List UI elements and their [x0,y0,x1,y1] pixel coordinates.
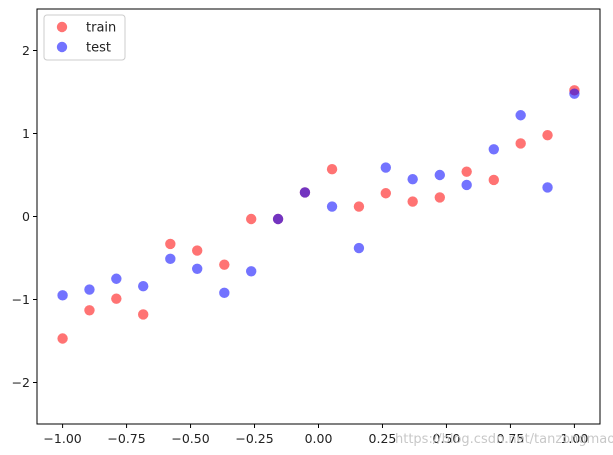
train-point [515,138,525,148]
train-point [461,166,471,176]
test-point [407,174,417,184]
test-point [165,254,175,264]
y-tick-label: 2 [22,43,30,58]
train-point [435,192,445,202]
y-axis: −2 −1 0 1 2 [12,43,37,390]
train-point [354,201,364,211]
test-point [138,281,148,291]
test-point [111,274,121,284]
x-tick-label: 0.25 [369,431,397,446]
test-point [489,144,499,154]
train-point [165,239,175,249]
train-point [327,164,337,174]
x-tick-label: −1.00 [43,431,81,446]
test-point [354,243,364,253]
test-point [461,180,471,190]
x-tick-label: 0.00 [305,431,333,446]
train-point [407,196,417,206]
legend-label-test: test [86,41,111,56]
train-point [246,214,256,224]
plot-frame [37,9,600,424]
train-point [57,333,67,343]
test-point [569,88,579,98]
legend-label-train: train [86,21,116,36]
x-tick-label: −0.75 [107,431,145,446]
test-point [273,214,283,224]
test-point [381,162,391,172]
train-point [219,259,229,269]
legend-marker-test [57,42,67,52]
test-point [327,201,337,211]
test-point [57,290,67,300]
test-point [84,284,94,294]
legend-marker-train [57,22,67,32]
y-tick-label: −2 [12,375,30,390]
train-point [111,293,121,303]
test-point [192,264,202,274]
x-tick-label: −0.50 [171,431,209,446]
train-point [542,130,552,140]
test-point [515,110,525,120]
train-point [489,175,499,185]
train-point [192,245,202,255]
test-point [542,182,552,192]
legend: train test [44,15,125,60]
train-point [381,188,391,198]
test-point [435,170,445,180]
test-point [246,266,256,276]
test-point [219,288,229,298]
y-tick-label: −1 [12,292,30,307]
train-point [84,305,94,315]
watermark-text: https://blog.csdn.net/tanzongmao [395,432,613,447]
train-point [138,309,148,319]
y-tick-label: 0 [22,209,30,224]
test-point [300,187,310,197]
x-tick-label: −0.25 [235,431,273,446]
plot-area [37,9,600,424]
y-tick-label: 1 [22,126,30,141]
